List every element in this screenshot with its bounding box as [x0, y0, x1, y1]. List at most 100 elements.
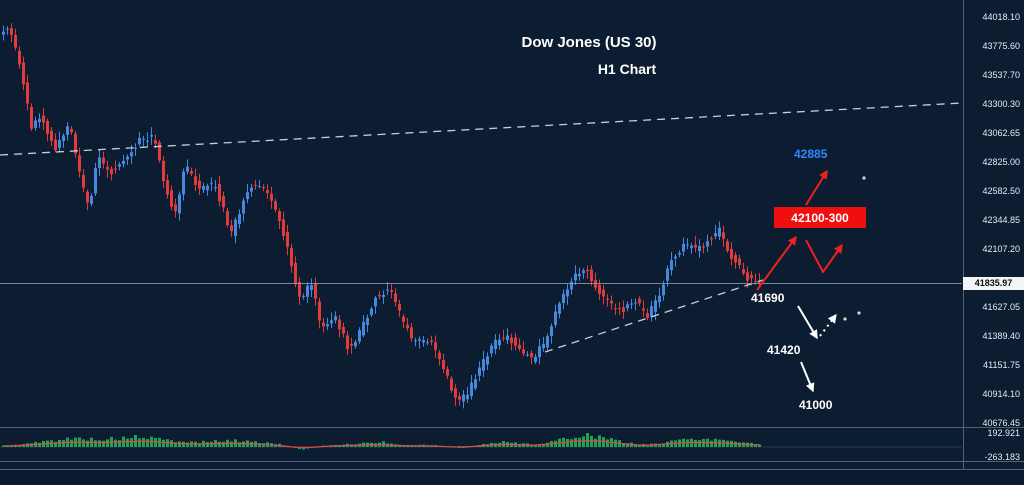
- candle: [602, 284, 605, 305]
- candle: [422, 335, 425, 347]
- annotation-arrow[interactable]: [756, 235, 797, 291]
- price-axis-label: 43775.60: [982, 41, 1020, 51]
- candle: [326, 317, 329, 331]
- candle: [2, 25, 5, 41]
- macd-bar: [126, 438, 129, 447]
- candle: [694, 236, 697, 253]
- candle: [346, 331, 349, 355]
- candle: [242, 197, 245, 222]
- trendline[interactable]: [544, 279, 764, 353]
- support-level-41000[interactable]: 41000: [799, 398, 833, 412]
- annotation-dot: [862, 176, 866, 180]
- chart-title: Dow Jones (US 30): [521, 34, 657, 51]
- candle: [234, 217, 237, 244]
- annotation-arrow[interactable]: [800, 361, 815, 393]
- candle: [214, 180, 217, 192]
- macd-signal-line: [3, 440, 760, 448]
- candle: [682, 237, 685, 256]
- macd-bar: [374, 443, 377, 447]
- candle: [618, 302, 621, 315]
- price-axis-label: 41389.40: [982, 331, 1020, 341]
- macd-bar: [734, 441, 737, 447]
- annotation-arrow[interactable]: [805, 169, 828, 206]
- candle: [318, 297, 321, 329]
- macd-bar: [586, 433, 589, 447]
- time-axis[interactable]: [0, 470, 1024, 485]
- macd-bar: [570, 439, 573, 447]
- macd-bar: [98, 440, 101, 447]
- macd-bar: [694, 439, 697, 447]
- annotation-arrow[interactable]: [797, 305, 818, 340]
- candle: [742, 262, 745, 276]
- candle: [658, 287, 661, 308]
- candle: [146, 132, 149, 148]
- candle: [438, 350, 441, 366]
- bottom-divider: [0, 469, 1024, 470]
- macd-bar: [658, 443, 661, 447]
- candle: [58, 131, 61, 153]
- candle: [486, 352, 489, 370]
- candle: [634, 298, 637, 311]
- macd-bar: [582, 436, 585, 447]
- candle: [122, 154, 125, 168]
- annotation-arrow[interactable]: [805, 239, 843, 274]
- annotation-arrows-layer[interactable]: [756, 169, 866, 393]
- candle: [730, 241, 733, 266]
- candle: [378, 290, 381, 300]
- candle: [258, 180, 261, 189]
- macd-bar: [578, 437, 581, 447]
- candle: [734, 252, 737, 269]
- candle: [738, 254, 741, 269]
- candle: [322, 317, 325, 333]
- resistance-zone-label[interactable]: 42100-300: [774, 207, 866, 228]
- macd-bar: [382, 441, 385, 447]
- macd-bar: [170, 440, 173, 447]
- levels-layer[interactable]: [0, 102, 963, 353]
- candle: [206, 183, 209, 196]
- price-axis-label: 41627.05: [982, 302, 1020, 312]
- macd-bar: [146, 439, 149, 447]
- target-price-label[interactable]: 42885: [794, 147, 828, 161]
- candle: [354, 339, 357, 349]
- macd-bar: [726, 440, 729, 447]
- candle: [498, 334, 501, 350]
- candle: [382, 290, 385, 304]
- candle: [70, 126, 73, 135]
- price-axis-label: 43300.30: [982, 99, 1020, 109]
- candle: [518, 338, 521, 352]
- trendline[interactable]: [0, 102, 963, 156]
- macd-bar: [54, 441, 57, 447]
- macd-bar: [182, 441, 185, 447]
- candle: [386, 282, 389, 295]
- support-level-41420[interactable]: 41420: [767, 343, 801, 357]
- macd-bar: [118, 440, 121, 447]
- candle: [106, 160, 109, 178]
- candle: [726, 239, 729, 253]
- candle: [30, 103, 33, 131]
- candle: [202, 182, 205, 193]
- candle: [102, 151, 105, 169]
- candle: [510, 333, 513, 351]
- macd-bar: [186, 442, 189, 447]
- macd-bar: [230, 441, 233, 447]
- support-level-41690[interactable]: 41690: [751, 291, 785, 305]
- candle: [162, 156, 165, 188]
- candle: [610, 295, 613, 310]
- price-axis-label: 42107.20: [982, 244, 1020, 254]
- candle: [710, 236, 713, 246]
- candle: [546, 333, 549, 352]
- candle: [598, 279, 601, 300]
- candle: [418, 336, 421, 349]
- candle: [42, 108, 45, 130]
- candle: [22, 56, 25, 91]
- candle: [706, 234, 709, 252]
- macd-bar: [250, 441, 253, 447]
- candle: [698, 239, 701, 258]
- annotation-arrow[interactable]: [819, 313, 837, 337]
- candle: [702, 242, 705, 254]
- candle: [554, 304, 557, 328]
- candle: [138, 131, 141, 146]
- candle: [330, 312, 333, 328]
- macd-bar: [646, 444, 649, 447]
